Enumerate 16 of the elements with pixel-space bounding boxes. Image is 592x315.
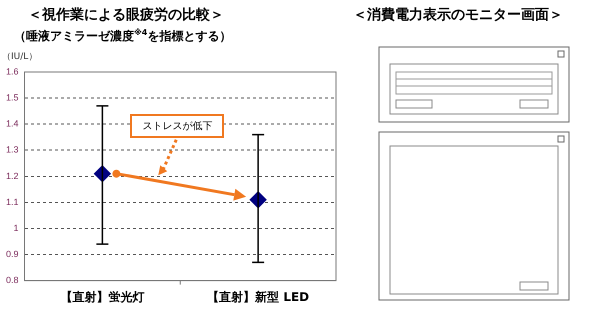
x-tick-label: 【直射】新型 LED: [207, 290, 310, 304]
y-tick-label: 1.1: [6, 196, 19, 207]
text: ＜消費電力表示のモニター画面＞: [353, 6, 563, 24]
chart-title: ＜視作業による眼疲労の比較＞: [28, 6, 224, 24]
x-tick-label: 【直射】蛍光灯: [60, 290, 144, 304]
y-tick-label: 1.6: [6, 66, 19, 76]
chart-subtitle: （唾液アミラーゼ濃度$^{※4}$を指標とする）: [14, 28, 232, 45]
y-tick-label: 1.5: [6, 92, 19, 103]
y-tick-label: 1: [13, 222, 19, 233]
y-tick-label: 1.2: [6, 170, 19, 181]
annotation: ストレスが低下: [130, 114, 224, 138]
y-tick-label: 1.3: [6, 144, 19, 155]
y-tick-label: 0.9: [6, 249, 19, 260]
y-axis-title: （IU/L）: [2, 51, 38, 63]
y-tick-label: 1.4: [6, 118, 19, 129]
y-tick-label: 0.8: [6, 275, 19, 286]
